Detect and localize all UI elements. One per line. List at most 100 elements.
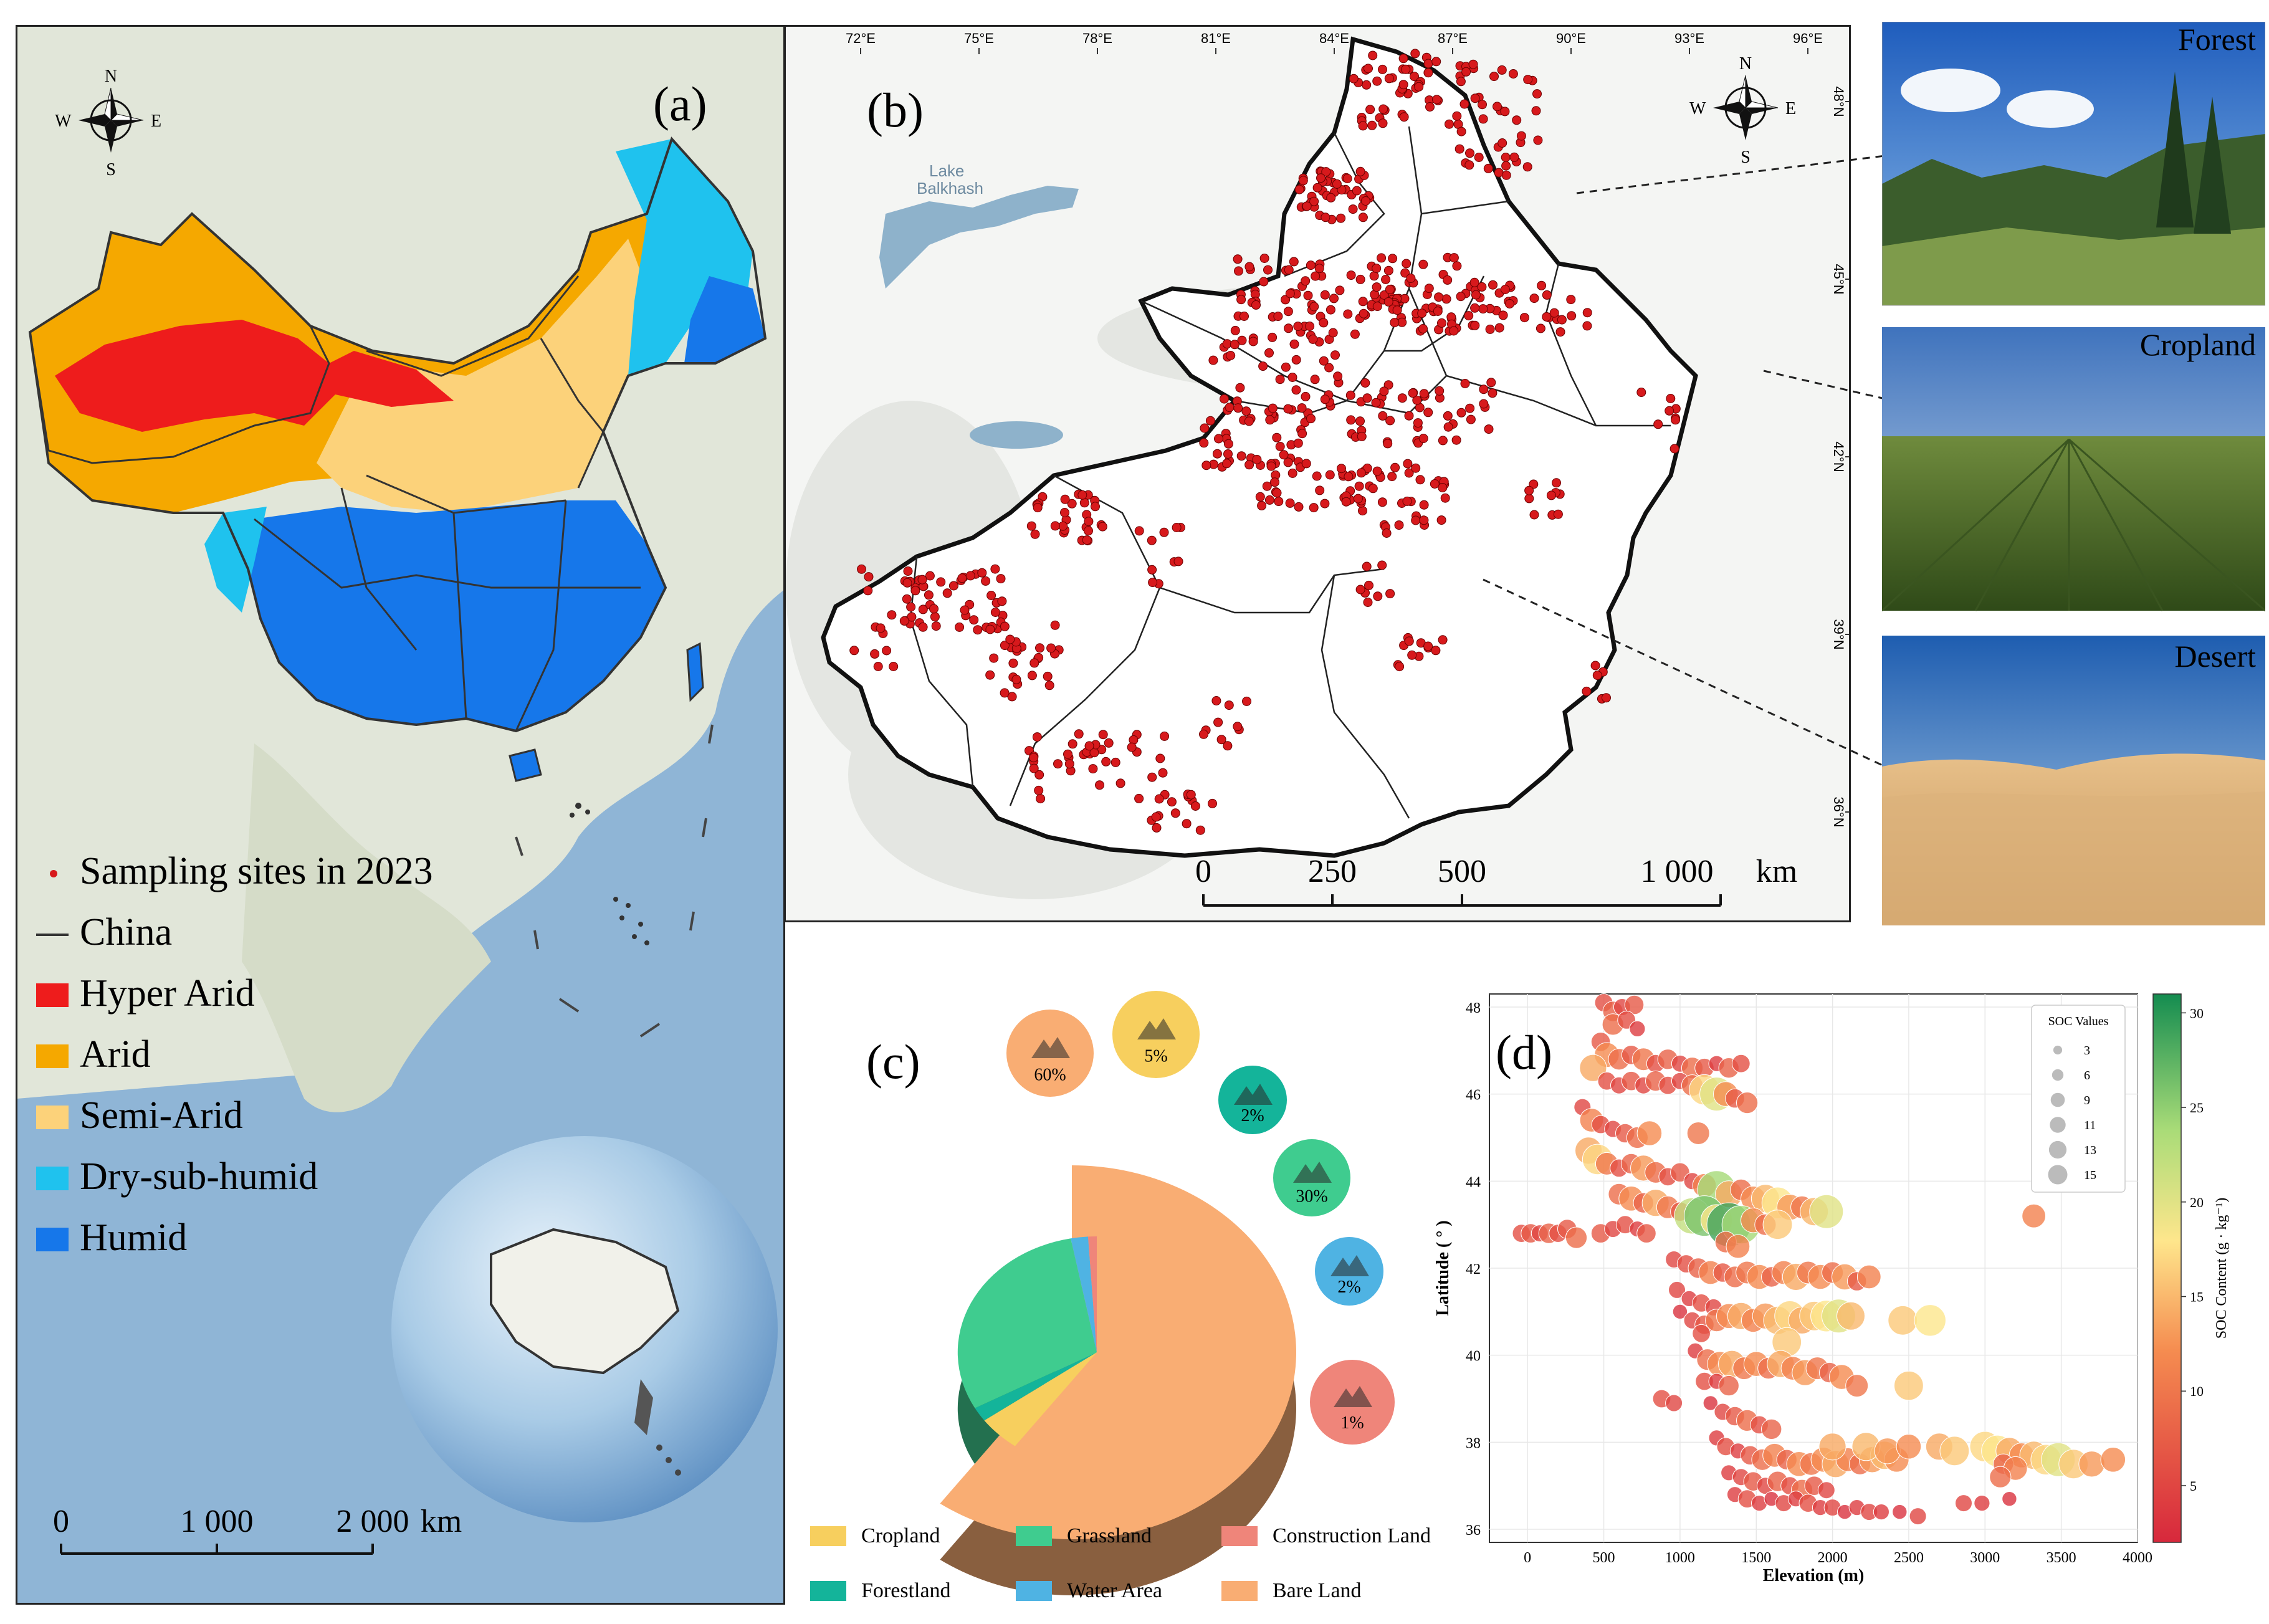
scatter-point <box>1809 1194 1844 1229</box>
sampling-site-dot <box>1398 80 1408 90</box>
sampling-site-dot <box>1417 308 1427 318</box>
icon-percent-label: 30% <box>1296 1187 1327 1206</box>
sampling-site-dot <box>1371 398 1381 408</box>
sampling-site-dot <box>1362 561 1372 571</box>
sampling-site-dot <box>1552 478 1561 488</box>
sampling-site-dot <box>1582 321 1592 331</box>
sampling-site-dot <box>1301 459 1311 469</box>
x-tick-label: 0 <box>1524 1550 1531 1566</box>
sampling-site-dot <box>903 566 913 576</box>
sampling-site-dot <box>948 581 958 591</box>
sampling-site-dot <box>1088 764 1098 774</box>
sampling-site-dot <box>1287 373 1297 382</box>
sampling-site-dot <box>1423 408 1433 418</box>
sampling-site-dot <box>1445 119 1454 129</box>
sampling-site-dot <box>1364 580 1373 590</box>
sampling-site-dot <box>1237 335 1247 345</box>
sampling-site-dot <box>1424 284 1434 294</box>
sampling-site-dot <box>1394 520 1404 530</box>
sampling-site-dot <box>1431 57 1441 67</box>
lon-tick-label: 75°E <box>964 31 994 46</box>
sampling-site-dot <box>1312 183 1322 193</box>
sampling-site-dot <box>925 571 935 581</box>
sampling-site-dot <box>1127 742 1137 752</box>
sampling-site-dot <box>1470 320 1480 330</box>
sampling-site-dot <box>1111 757 1120 767</box>
scatter-point <box>1762 1210 1793 1240</box>
sampling-site-dot <box>1408 388 1418 398</box>
icon-glyph <box>1293 1162 1332 1183</box>
sampling-site-dot <box>1354 481 1364 491</box>
sampling-site-dot <box>1378 411 1388 421</box>
sampling-site-dot <box>1382 528 1392 538</box>
lon-tick-label: 90°E <box>1556 31 1586 46</box>
sampling-site-dot <box>1464 311 1474 321</box>
sampling-site-dot <box>1362 80 1372 90</box>
sampling-site-dot <box>1030 529 1040 539</box>
sampling-site-dot <box>1320 290 1330 300</box>
scatter-point <box>1668 1281 1686 1299</box>
sampling-site-dot <box>989 653 999 663</box>
sampling-site-dot <box>1666 394 1676 403</box>
sampling-site-dot <box>1358 506 1367 516</box>
x-tick-label: 500 <box>1593 1550 1615 1566</box>
sampling-site-dot <box>1084 526 1093 536</box>
scatter-point <box>1873 1504 1890 1521</box>
sampling-site-dot <box>1029 753 1039 763</box>
scalebar-a-tick-0: 0 <box>53 1504 69 1539</box>
sampling-site-dot <box>1363 598 1373 607</box>
sampling-site-dot <box>873 662 883 671</box>
sampling-site-dot <box>1465 148 1474 158</box>
sampling-site-dot <box>985 624 995 634</box>
sampling-site-dot <box>1050 521 1060 531</box>
sampling-site-dot <box>1383 265 1393 275</box>
pie-icons: 60% 5% 2% 30% 2% 1% <box>1006 991 1395 1445</box>
sampling-site-dot <box>1434 292 1444 302</box>
sampling-site-dot <box>1320 499 1330 509</box>
sampling-site-dot <box>1241 406 1251 416</box>
icon-percent-label: 60% <box>1034 1065 1066 1084</box>
legend-label: Humid <box>80 1216 187 1259</box>
lake-balkhash-label-line2: Balkhash <box>917 179 983 198</box>
sampling-site-dot <box>1509 152 1519 162</box>
sampling-site-dot <box>1436 515 1446 525</box>
panel-c-label: (c) <box>866 1034 920 1089</box>
sampling-site-dot <box>1329 294 1339 303</box>
icon-percent-label: 2% <box>1337 1278 1360 1297</box>
sampling-site-dot <box>1418 259 1428 269</box>
sampling-site-dot <box>1134 793 1144 803</box>
sampling-site-dot <box>1671 415 1681 425</box>
sampling-site-dot <box>1211 696 1221 705</box>
sampling-site-dot <box>1466 414 1476 424</box>
scalebar-b-tick-1: 250 <box>1308 854 1357 889</box>
sampling-site-dot <box>1359 308 1369 318</box>
legend-label: Arid <box>80 1033 151 1076</box>
sampling-site-dot <box>1433 307 1443 316</box>
pie-legend-swatch <box>810 1526 846 1546</box>
sampling-site-dot <box>1402 259 1412 269</box>
colorbar-tick-label: 20 <box>2190 1195 2204 1210</box>
lon-tick-label: 93°E <box>1674 31 1704 46</box>
pie-slice-forestland <box>975 1352 1097 1421</box>
scatter-point <box>1939 1436 1970 1466</box>
pie-legend-swatch <box>1221 1526 1258 1546</box>
sampling-site-dot <box>1306 260 1316 270</box>
icon-glyph <box>1334 1386 1372 1407</box>
sampling-site-dot <box>1067 499 1077 509</box>
x-tick-label: 3500 <box>2047 1550 2076 1566</box>
sampling-site-dot <box>1199 438 1209 448</box>
sampling-site-dot <box>1084 741 1094 751</box>
sampling-site-dot <box>1430 479 1440 489</box>
sampling-site-dot <box>1321 213 1330 222</box>
sampling-site-dot <box>1488 388 1498 398</box>
sampling-site-dot <box>1283 457 1293 467</box>
sampling-site-dot <box>1281 295 1291 305</box>
sampling-site-dot <box>1147 772 1157 782</box>
scatter-point <box>2002 1491 2017 1507</box>
sampling-site-dot <box>1435 386 1445 396</box>
sampling-site-dot <box>849 646 859 656</box>
sampling-site-dot <box>1385 285 1395 294</box>
size-legend-marker <box>2052 1069 2064 1081</box>
sampling-site-dot <box>876 623 886 633</box>
pie-chart <box>940 1165 1296 1595</box>
